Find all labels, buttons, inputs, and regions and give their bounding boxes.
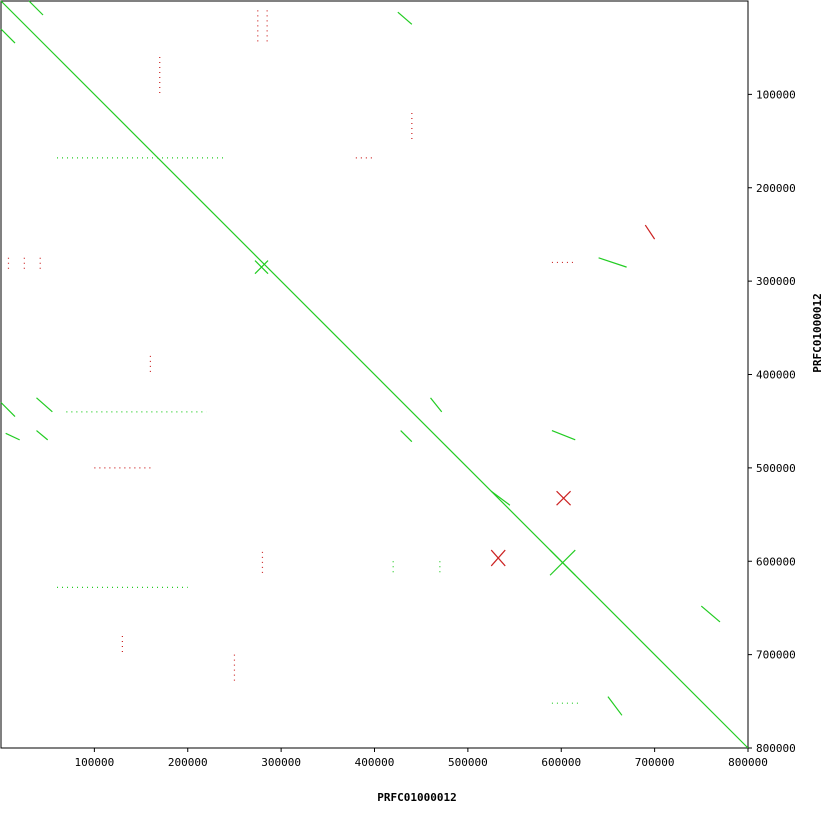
x-tick-label: 400000 — [355, 756, 395, 769]
match-segment — [0, 0, 749, 749]
match-segment — [5, 432, 20, 441]
match-segment — [700, 605, 721, 623]
match-segment — [607, 696, 623, 716]
match-segment — [551, 429, 576, 441]
match-segment — [490, 490, 511, 506]
y-tick-label: 700000 — [756, 649, 796, 662]
x-tick-label: 200000 — [168, 756, 208, 769]
x-tick-label: 700000 — [635, 756, 675, 769]
x-axis-label: PRFC01000012 — [377, 791, 456, 804]
match-segment — [400, 430, 413, 443]
x-tick-label: 800000 — [728, 756, 768, 769]
x-tick-label: 600000 — [541, 756, 581, 769]
match-segment — [254, 260, 269, 275]
match-segment — [36, 397, 53, 413]
match-segment — [549, 549, 576, 576]
x-tick-label: 500000 — [448, 756, 488, 769]
match-segment — [0, 402, 16, 417]
y-axis-label: PRFC01000012 — [811, 293, 824, 372]
y-tick-label: 300000 — [756, 275, 796, 288]
match-segment — [644, 224, 656, 240]
match-segment — [556, 490, 572, 506]
y-tick-label: 400000 — [756, 369, 796, 382]
y-tick-label: 600000 — [756, 555, 796, 568]
match-segment — [0, 28, 16, 44]
match-segment — [397, 11, 413, 25]
match-segment — [28, 0, 44, 16]
x-tick-label: 100000 — [75, 756, 115, 769]
y-tick-label: 500000 — [756, 462, 796, 475]
x-tick-label: 300000 — [261, 756, 301, 769]
match-segment — [490, 549, 506, 567]
match-segment — [36, 430, 49, 441]
match-segment — [598, 257, 627, 268]
y-tick-label: 100000 — [756, 88, 796, 101]
y-tick-label: 200000 — [756, 182, 796, 195]
match-segment — [430, 397, 443, 413]
y-tick-label: 800000 — [756, 742, 796, 755]
